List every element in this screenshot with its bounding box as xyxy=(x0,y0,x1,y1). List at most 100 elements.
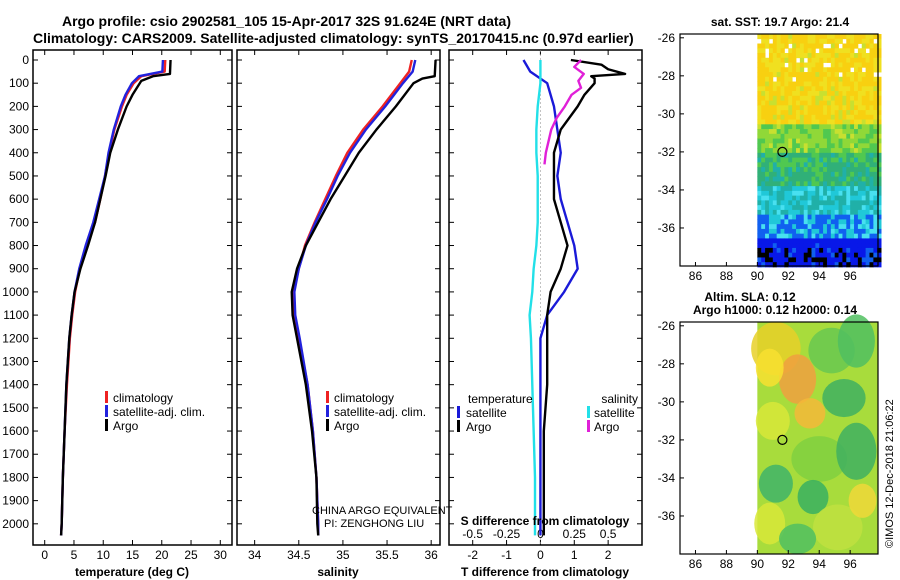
sst-cell xyxy=(869,209,874,216)
sst-cell xyxy=(857,233,863,239)
sst-cell xyxy=(792,200,797,206)
sst-cell xyxy=(784,195,789,201)
sst-cell xyxy=(792,81,797,87)
sst-cell xyxy=(877,114,882,120)
sst-cell xyxy=(799,119,805,125)
sst-cell xyxy=(780,53,785,59)
sst-cell xyxy=(780,205,785,211)
x-tick-label: 34.5 xyxy=(287,548,311,562)
sst-cell xyxy=(772,186,778,192)
sst-cell xyxy=(780,105,785,111)
sst-cell xyxy=(765,100,770,106)
sst-cell xyxy=(792,219,797,225)
sst-cell xyxy=(815,200,820,206)
sst-cell xyxy=(768,224,774,230)
sst-cell xyxy=(838,148,843,154)
sst-cell xyxy=(803,219,809,225)
sst-cell xyxy=(772,252,778,258)
sst-cell xyxy=(823,95,828,101)
sst-cell xyxy=(865,34,870,40)
sst-cell xyxy=(811,157,816,163)
sst-cell xyxy=(854,228,859,235)
sla-map-title-line1: Altim. SLA: 0.12 xyxy=(704,290,796,304)
salinity-panel-frame xyxy=(236,49,441,546)
sst-cell xyxy=(865,219,870,225)
sst-cell xyxy=(784,133,789,139)
sst-cell xyxy=(834,143,839,149)
sst-cell xyxy=(861,72,867,78)
sst-cell xyxy=(873,252,878,258)
sst-cell xyxy=(772,138,778,144)
sst-cell xyxy=(772,38,778,44)
sst-cell xyxy=(761,205,766,211)
sst-cell xyxy=(861,57,867,63)
figure-title-line1: Argo profile: csio 2902581_105 15-Apr-20… xyxy=(62,13,511,29)
sst-cell xyxy=(776,105,781,111)
legend-swatch-argo xyxy=(326,419,329,431)
sst-cell xyxy=(834,209,839,216)
sst-cell xyxy=(792,252,797,258)
sst-cell xyxy=(834,86,839,92)
sst-cell xyxy=(857,53,863,59)
sst-cell xyxy=(768,62,774,68)
sst-cell xyxy=(772,228,778,235)
sst-cell xyxy=(842,181,847,187)
sst-cell xyxy=(788,114,793,120)
sst-cell xyxy=(854,157,859,163)
sst-cell xyxy=(865,86,870,92)
sst-cell xyxy=(784,238,789,244)
sst-cell xyxy=(826,252,832,258)
sst-cell xyxy=(761,252,766,258)
sst-cell xyxy=(761,195,766,201)
sst-cell xyxy=(768,124,774,130)
sst-cell xyxy=(803,195,809,201)
sst-cell xyxy=(807,224,812,230)
sst-cell xyxy=(784,214,789,220)
sst-cell xyxy=(857,34,863,40)
legend-label-t-satellite: satellite xyxy=(466,406,507,420)
sla-contour xyxy=(791,436,848,482)
series-line-t-satellite xyxy=(522,59,579,536)
sst-cell xyxy=(826,133,832,139)
sst-cell xyxy=(780,257,785,263)
sst-cell xyxy=(765,133,770,139)
sst-cell xyxy=(772,257,778,263)
sst-cell xyxy=(857,200,863,206)
sst-cell xyxy=(834,228,839,235)
sst-cell xyxy=(788,34,793,40)
sst-cell xyxy=(850,200,855,206)
sla-map-frame xyxy=(679,321,879,555)
sst-cell xyxy=(819,38,824,44)
sst-cell xyxy=(792,100,797,106)
sst-cell xyxy=(823,228,828,235)
sst-cell xyxy=(838,205,843,211)
sst-cell xyxy=(877,43,882,49)
sst-cell xyxy=(807,190,812,197)
sst-cell xyxy=(780,243,785,249)
sst-cell xyxy=(811,95,816,101)
sst-cell xyxy=(877,81,882,87)
sst-cell xyxy=(846,81,851,87)
sst-cell xyxy=(815,238,820,244)
sst-cell xyxy=(788,157,793,163)
sst-cell xyxy=(830,224,836,230)
sst-cell xyxy=(761,233,766,239)
sst-cell xyxy=(857,110,863,116)
s-diff-tick-label: 0.5 xyxy=(600,527,617,541)
sst-cell xyxy=(784,105,789,111)
sst-cell xyxy=(823,138,828,144)
sst-cell xyxy=(823,38,828,44)
sst-cell xyxy=(857,152,863,159)
sst-cell xyxy=(854,224,859,230)
sst-cell xyxy=(838,252,843,258)
sst-cell xyxy=(830,219,836,225)
sst-cell xyxy=(846,252,851,258)
sst-cell xyxy=(869,186,874,192)
sst-cell xyxy=(811,162,816,168)
map-y-tick-label: -34 xyxy=(658,471,676,485)
sst-cell xyxy=(877,62,882,68)
sst-cell xyxy=(780,228,785,235)
sst-cell xyxy=(865,72,870,78)
sst-cell xyxy=(830,114,836,120)
sst-cell xyxy=(788,176,793,182)
